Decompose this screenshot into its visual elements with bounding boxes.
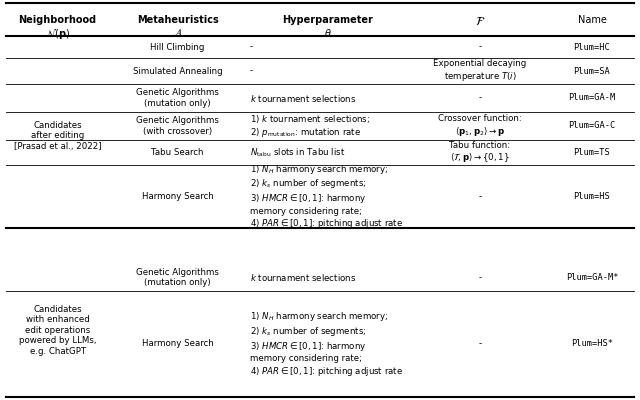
- Text: -: -: [479, 94, 481, 102]
- Text: Exponential decaying
temperature $T(i)$: Exponential decaying temperature $T(i)$: [433, 59, 527, 83]
- Text: Hyperparameter
$\theta$: Hyperparameter $\theta$: [283, 15, 373, 39]
- Text: Simulated Annealing: Simulated Annealing: [132, 66, 223, 76]
- Text: $\mathcal{F}$: $\mathcal{F}$: [475, 15, 485, 28]
- Text: Name: Name: [577, 15, 607, 25]
- Text: 1) $N_H$ harmony search memory;
2) $k_s$ number of segments;
3) $HMCR \in [0, 1]: 1) $N_H$ harmony search memory; 2) $k_s$…: [250, 162, 403, 230]
- Text: $k$ tournament selections: $k$ tournament selections: [250, 92, 356, 104]
- Text: $k$ tournament selections: $k$ tournament selections: [250, 272, 356, 283]
- Text: Plum=GA-M: Plum=GA-M: [568, 94, 616, 102]
- Text: Plum=SA: Plum=SA: [573, 66, 611, 76]
- Text: Plum=HS*: Plum=HS*: [571, 340, 613, 348]
- Text: Genetic Algorithms
(mutation only): Genetic Algorithms (mutation only): [136, 268, 219, 287]
- Text: Harmony Search: Harmony Search: [141, 192, 214, 201]
- Text: Harmony Search: Harmony Search: [141, 340, 214, 348]
- Text: 1) $k$ tournament selections;
2) $p_{\mathrm{mutation}}$: mutation rate: 1) $k$ tournament selections; 2) $p_{\ma…: [250, 113, 370, 139]
- Text: Tabu function:
$\langle \mathcal{T}, \mathbf{p} \rangle \rightarrow \{0,1\}$: Tabu function: $\langle \mathcal{T}, \ma…: [449, 140, 511, 164]
- Text: -: -: [250, 66, 253, 76]
- Text: Plum=GA-M*: Plum=GA-M*: [566, 273, 618, 282]
- Text: Neighborhood
$\mathcal{N}(\mathbf{p})$: Neighborhood $\mathcal{N}(\mathbf{p})$: [19, 15, 97, 41]
- Text: -: -: [479, 42, 481, 52]
- Text: Tabu Search: Tabu Search: [151, 148, 204, 157]
- Text: Metaheuristics
$\mathcal{A}$: Metaheuristics $\mathcal{A}$: [137, 15, 218, 38]
- Text: -: -: [250, 42, 253, 52]
- Text: Genetic Algorithms
(with crossover): Genetic Algorithms (with crossover): [136, 116, 219, 136]
- Text: Plum=GA-C: Plum=GA-C: [568, 122, 616, 130]
- Text: Plum=HS: Plum=HS: [573, 192, 611, 201]
- Text: Genetic Algorithms
(mutation only): Genetic Algorithms (mutation only): [136, 88, 219, 108]
- Text: -: -: [479, 340, 481, 348]
- Text: 1) $N_H$ harmony search memory;
2) $k_s$ number of segments;
3) $HMCR \in [0, 1]: 1) $N_H$ harmony search memory; 2) $k_s$…: [250, 310, 403, 378]
- Text: Candidates
with enhanced
edit operations
powered by LLMs,
e.g. ChatGPT: Candidates with enhanced edit operations…: [19, 305, 97, 356]
- Text: Crossover function:
$\langle \mathbf{p}_1, \mathbf{p}_2 \rangle \rightarrow \mat: Crossover function: $\langle \mathbf{p}_…: [438, 114, 522, 138]
- Text: Plum=HC: Plum=HC: [573, 42, 611, 52]
- Text: Plum=TS: Plum=TS: [573, 148, 611, 157]
- Text: -: -: [479, 273, 481, 282]
- Text: $N_{\mathrm{tabu}}$ slots in Tabu list: $N_{\mathrm{tabu}}$ slots in Tabu list: [250, 146, 345, 159]
- Text: -: -: [479, 192, 481, 201]
- Text: Candidates
after editing
[Prasad et al., 2022]: Candidates after editing [Prasad et al.,…: [14, 121, 101, 151]
- Text: Hill Climbing: Hill Climbing: [150, 42, 205, 52]
